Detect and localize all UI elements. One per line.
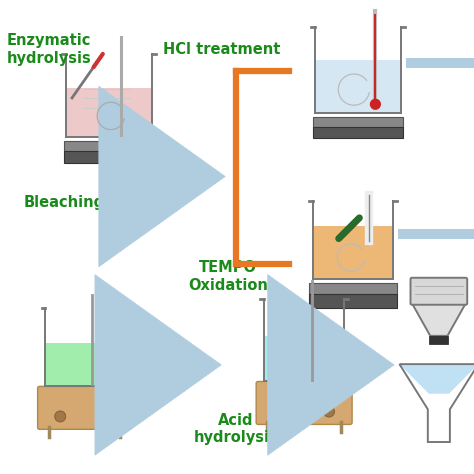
Polygon shape (314, 226, 392, 278)
Polygon shape (316, 60, 400, 112)
Bar (398, 229, 474, 238)
Bar (313, 127, 403, 138)
Circle shape (55, 411, 66, 422)
Text: Enzymatic
hydrolysis: Enzymatic hydrolysis (7, 33, 91, 66)
Bar (313, 117, 403, 127)
Circle shape (324, 406, 335, 417)
Bar (406, 58, 474, 68)
Text: HCl treatment: HCl treatment (163, 42, 281, 57)
Circle shape (371, 100, 380, 109)
Bar (309, 283, 397, 294)
FancyBboxPatch shape (256, 382, 352, 424)
Text: TEMPO
Oxidation: TEMPO Oxidation (188, 260, 268, 292)
Polygon shape (46, 343, 123, 385)
Bar (429, 336, 448, 344)
Text: Bleaching: Bleaching (24, 195, 105, 210)
FancyBboxPatch shape (410, 278, 467, 305)
Text: Acid
hydrolysis: Acid hydrolysis (193, 413, 278, 445)
FancyBboxPatch shape (37, 386, 131, 429)
Polygon shape (412, 303, 466, 336)
Bar (64, 151, 154, 163)
Polygon shape (265, 336, 343, 381)
Polygon shape (67, 88, 151, 137)
Bar (309, 294, 397, 308)
Bar (146, 151, 190, 159)
Polygon shape (401, 365, 474, 394)
Circle shape (274, 406, 285, 417)
Circle shape (103, 411, 114, 422)
Bar (64, 141, 154, 151)
